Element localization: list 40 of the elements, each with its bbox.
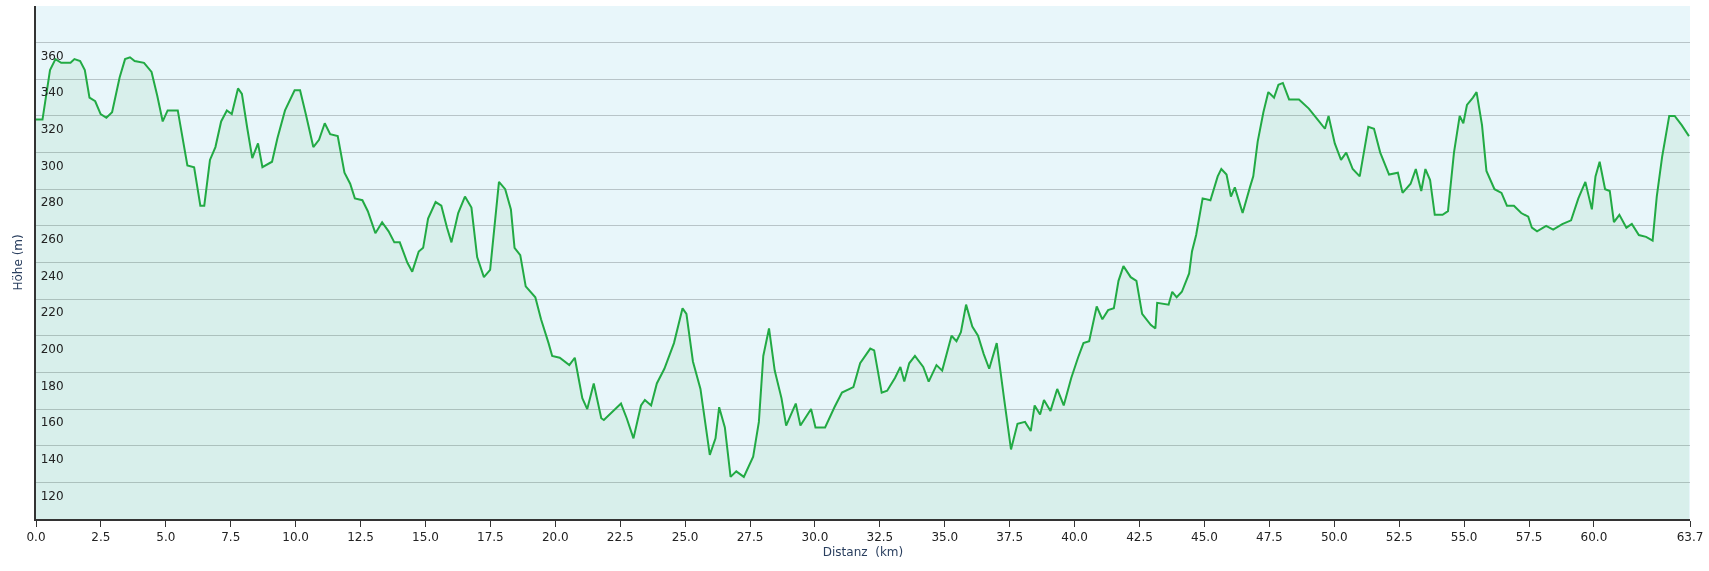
x-tick-label: 37.5 xyxy=(996,530,1024,545)
x-axis-title: Distanz (km) xyxy=(822,544,904,559)
x-tick-label: 42.5 xyxy=(1126,530,1153,545)
x-tick-label: 2.5 xyxy=(91,530,111,545)
x-tick-label: 25.0 xyxy=(671,530,699,545)
x-tick-label: 32.5 xyxy=(866,530,894,545)
y-tick-label: 260 xyxy=(40,232,64,247)
x-tick-label: 55.0 xyxy=(1450,530,1478,545)
x-tick-label: 10.0 xyxy=(282,530,310,545)
y-tick-label: 360 xyxy=(40,48,64,63)
y-tick-label: 280 xyxy=(40,195,64,210)
y-tick-label: 140 xyxy=(40,451,64,466)
x-tick-label: 47.5 xyxy=(1256,530,1283,545)
x-tick-label: 0.0 xyxy=(26,530,46,545)
x-tick-label: 45.0 xyxy=(1191,530,1218,545)
x-tick-label: 30.0 xyxy=(801,530,829,545)
y-tick-label: 300 xyxy=(40,158,64,173)
y-axis-title: Höhe (m) xyxy=(10,234,25,291)
x-tick-label: 27.5 xyxy=(736,530,764,545)
y-tick-label: 120 xyxy=(40,488,64,503)
y-tick-label: 180 xyxy=(40,378,64,393)
y-tick-label: 160 xyxy=(40,415,64,430)
x-tick-label: 60.0 xyxy=(1580,530,1608,545)
x-tick-label: 12.5 xyxy=(347,530,374,545)
x-tick-label: 57.5 xyxy=(1515,530,1543,545)
x-tick-label: 52.5 xyxy=(1385,530,1413,545)
y-tick-label: 320 xyxy=(40,122,64,137)
x-tick-label: 50.0 xyxy=(1320,530,1348,545)
y-tick-label: 220 xyxy=(40,305,64,320)
x-tick-label: 20.0 xyxy=(541,530,569,545)
x-tick-label: 7.5 xyxy=(221,530,241,545)
x-tick-label: 15.0 xyxy=(412,530,439,545)
x-tick-label: 5.0 xyxy=(156,530,176,545)
x-tick-label: 63.7 xyxy=(1676,530,1704,545)
x-tick-label: 22.5 xyxy=(606,530,634,545)
y-tick-label: 240 xyxy=(40,268,64,283)
y-tick-label: 200 xyxy=(40,341,64,356)
x-tick-label: 35.0 xyxy=(931,530,959,545)
x-tick-label: 17.5 xyxy=(477,530,504,545)
x-tick-label: 40.0 xyxy=(1061,530,1088,545)
